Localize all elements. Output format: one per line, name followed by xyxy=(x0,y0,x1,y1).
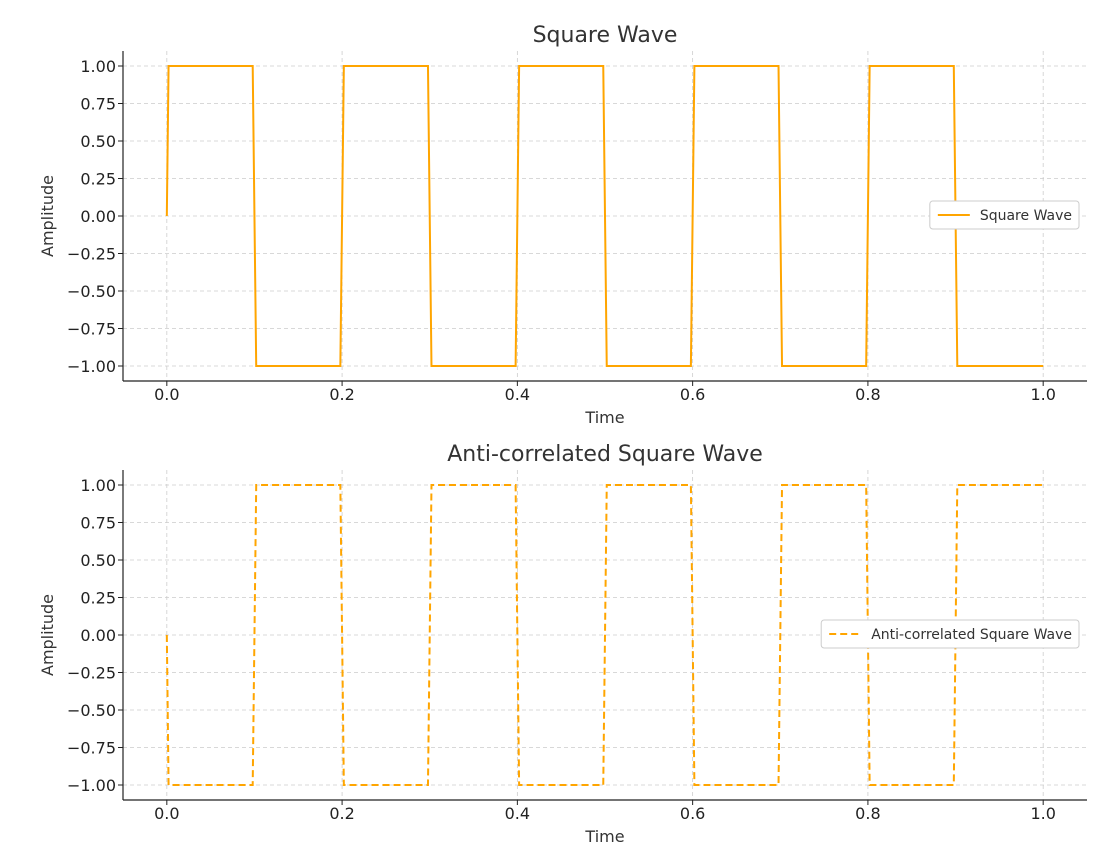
x-tick-label: 0.0 xyxy=(154,804,179,823)
subplot-1: 0.0 0.2 0.4 0.6 0.8 1.0 1.00 0.75 0.50 0.25 0.00 −0… xyxy=(38,23,1087,427)
x-tick-label: 0.4 xyxy=(505,385,530,404)
x-tick-label: 0.2 xyxy=(329,385,354,404)
subplot-2: 0.0 0.2 0.4 0.6 0.8 1.0 1.00 0.75 0.50 0.25 0.00 −0… xyxy=(38,442,1087,846)
y-tick-label: −0.50 xyxy=(67,282,116,301)
x-axis-label: Time xyxy=(584,827,624,846)
series-line xyxy=(165,65,1044,367)
x-tick-label: 0.2 xyxy=(329,804,354,823)
y-tick-label: −0.75 xyxy=(67,739,116,758)
y-tick-label: −0.50 xyxy=(67,701,116,720)
legend-box xyxy=(820,619,1080,649)
y-tick-label: 0.50 xyxy=(80,132,116,151)
y-tick-label: 0.75 xyxy=(80,514,116,533)
legend: Square Wave xyxy=(929,200,1080,230)
chart-title: Anti-correlated Square Wave xyxy=(447,442,763,467)
legend-box xyxy=(929,200,1080,230)
x-tick-label: 0.0 xyxy=(154,385,179,404)
y-tick-label: −1.00 xyxy=(67,776,116,795)
y-tick-label: 0.00 xyxy=(80,207,116,226)
x-tick-label: 1.0 xyxy=(1030,385,1055,404)
chart-title: Square Wave xyxy=(533,23,678,48)
y-tick-label: 0.00 xyxy=(80,626,116,645)
y-tick-label: 0.75 xyxy=(80,95,116,114)
legend-label: Square Wave xyxy=(980,208,1072,224)
y-tick-label: 0.25 xyxy=(80,170,116,189)
x-tick-label: 0.6 xyxy=(680,385,705,404)
x-tick-label: 0.6 xyxy=(680,804,705,823)
y-tick-label: −0.25 xyxy=(67,245,116,264)
y-tick-label: −0.25 xyxy=(67,664,116,683)
legend-label: Anti-correlated Square Wave xyxy=(871,627,1072,643)
y-axis-label: Amplitude xyxy=(38,594,57,676)
y-tick-label: −1.00 xyxy=(67,357,116,376)
x-tick-label: 1.0 xyxy=(1030,804,1055,823)
y-tick-label: 0.50 xyxy=(80,551,116,570)
series-line xyxy=(165,484,1044,786)
legend: Anti-correlated Square Wave xyxy=(820,619,1080,649)
y-tick-label: 1.00 xyxy=(80,476,116,495)
x-tick-label: 0.4 xyxy=(505,804,530,823)
x-tick-label: 0.8 xyxy=(855,804,880,823)
y-tick-label: −0.75 xyxy=(67,320,116,339)
y-tick-label: 0.25 xyxy=(80,589,116,608)
x-tick-label: 0.8 xyxy=(855,385,880,404)
y-tick-label: 1.00 xyxy=(80,57,116,76)
x-axis-label: Time xyxy=(584,408,624,427)
y-axis-label: Amplitude xyxy=(38,175,57,257)
